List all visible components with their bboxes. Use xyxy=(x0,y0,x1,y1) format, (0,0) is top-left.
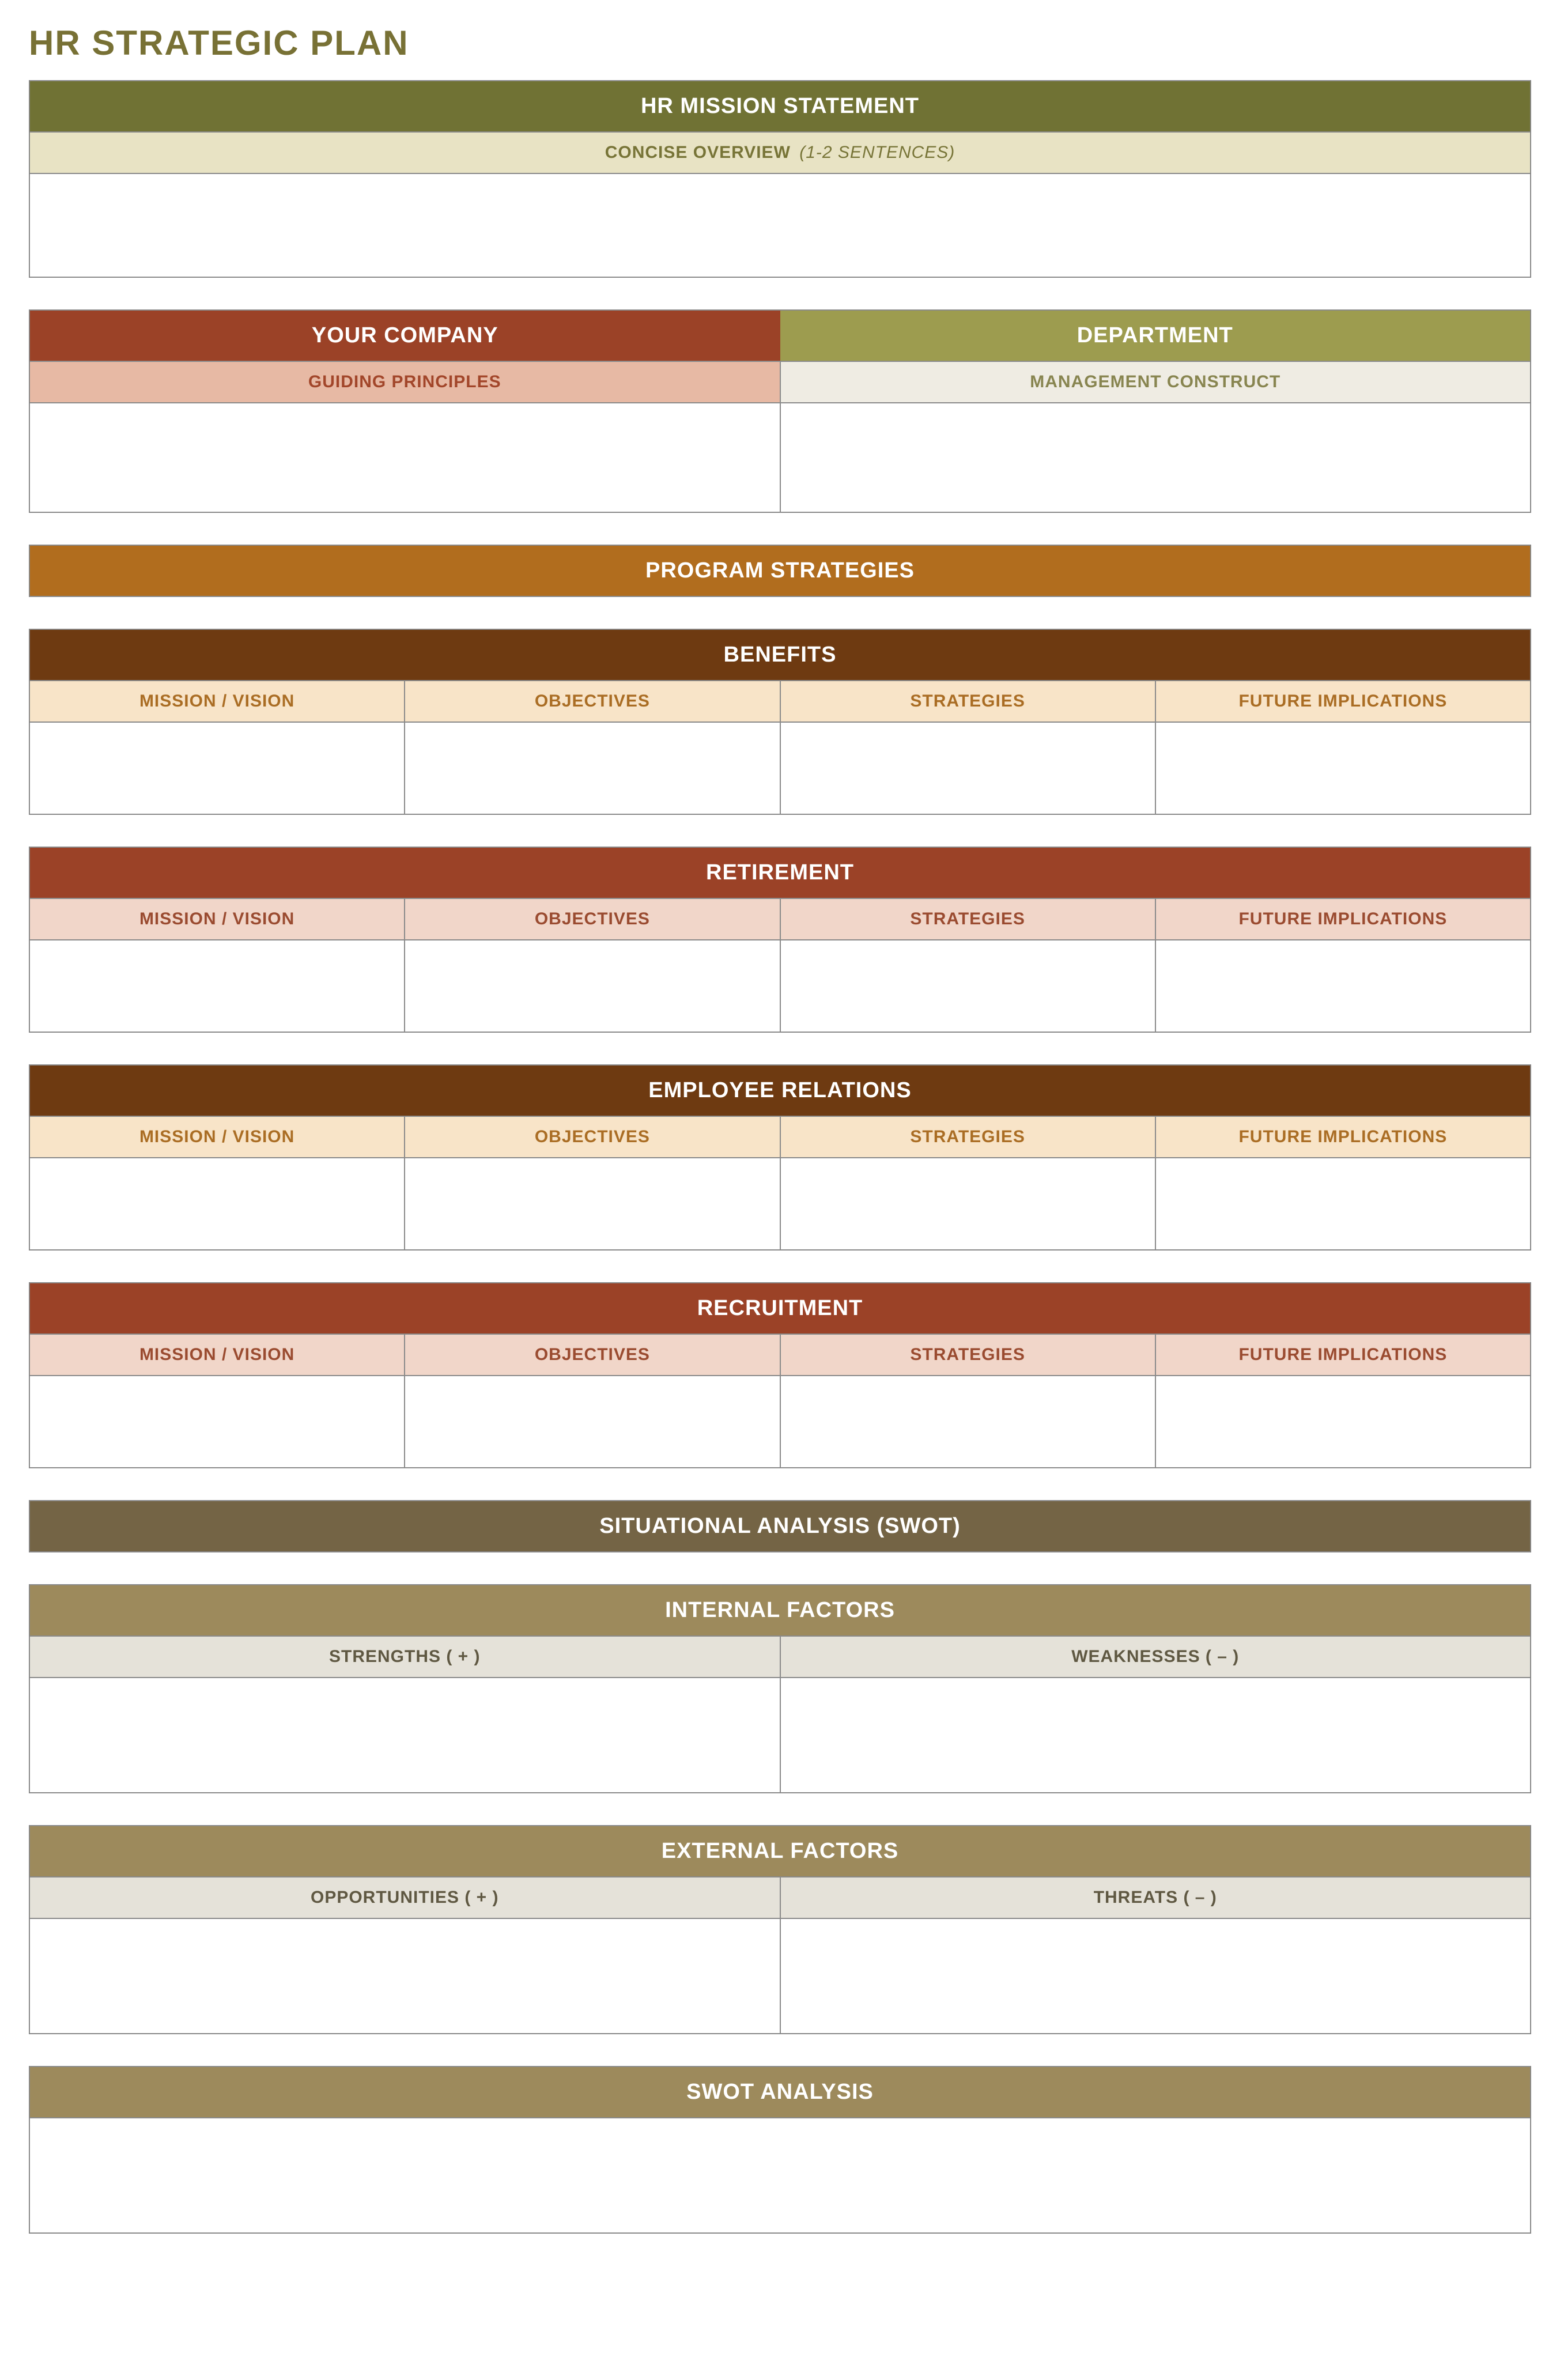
swot-analysis-content[interactable] xyxy=(29,2118,1531,2234)
weaknesses-header: WEAKNESSES ( – ) xyxy=(780,1637,1531,1677)
program-column-header: STRATEGIES xyxy=(780,1117,1155,1157)
swot-header: SITUATIONAL ANALYSIS (SWOT) xyxy=(29,1500,1531,1552)
program-column-header: OBJECTIVES xyxy=(404,899,779,939)
management-construct-content[interactable] xyxy=(780,403,1531,512)
program-cell[interactable] xyxy=(30,940,404,1032)
program-column-header: FUTURE IMPLICATIONS xyxy=(1155,1335,1530,1375)
program-cell[interactable] xyxy=(1155,723,1530,814)
program-column-header: FUTURE IMPLICATIONS xyxy=(1155,1117,1530,1157)
program-cell[interactable] xyxy=(30,1376,404,1467)
mission-sub-hint: (1-2 SENTENCES) xyxy=(799,143,955,162)
program-column-header: STRATEGIES xyxy=(780,899,1155,939)
program-group-header: RECRUITMENT xyxy=(29,1282,1531,1335)
program-column-header: MISSION / VISION xyxy=(30,681,404,721)
internal-factors-section: INTERNAL FACTORS STRENGTHS ( + ) WEAKNES… xyxy=(29,1584,1531,1793)
external-factors-header: EXTERNAL FACTORS xyxy=(29,1825,1531,1877)
opportunities-header: OPPORTUNITIES ( + ) xyxy=(30,1877,780,1918)
program-column-header: FUTURE IMPLICATIONS xyxy=(1155,899,1530,939)
program-column-header: FUTURE IMPLICATIONS xyxy=(1155,681,1530,721)
weaknesses-content[interactable] xyxy=(780,1678,1531,1792)
program-group-header: BENEFITS xyxy=(29,629,1531,681)
program-group-header: EMPLOYEE RELATIONS xyxy=(29,1064,1531,1117)
management-construct-header: MANAGEMENT CONSTRUCT xyxy=(780,362,1531,402)
program-cell[interactable] xyxy=(1155,1376,1530,1467)
program-column-header: OBJECTIVES xyxy=(404,1335,779,1375)
mission-sub-label: CONCISE OVERVIEW xyxy=(605,143,791,162)
program-cell[interactable] xyxy=(404,1376,779,1467)
program-cell[interactable] xyxy=(404,723,779,814)
program-cell[interactable] xyxy=(1155,940,1530,1032)
external-factors-section: EXTERNAL FACTORS OPPORTUNITIES ( + ) THR… xyxy=(29,1825,1531,2034)
program-group-retirement: RETIREMENTMISSION / VISIONOBJECTIVESSTRA… xyxy=(29,847,1531,1033)
program-group-benefits: BENEFITSMISSION / VISIONOBJECTIVESSTRATE… xyxy=(29,629,1531,815)
program-header: PROGRAM STRATEGIES xyxy=(29,545,1531,597)
swot-analysis-header: SWOT ANALYSIS xyxy=(29,2066,1531,2118)
program-column-header: STRATEGIES xyxy=(780,1335,1155,1375)
threats-header: THREATS ( – ) xyxy=(780,1877,1531,1918)
program-cell[interactable] xyxy=(30,1158,404,1249)
company-section: YOUR COMPANY DEPARTMENT GUIDING PRINCIPL… xyxy=(29,309,1531,513)
program-cell[interactable] xyxy=(404,1158,779,1249)
program-column-header: MISSION / VISION xyxy=(30,899,404,939)
mission-content[interactable] xyxy=(29,174,1531,278)
guiding-principles-content[interactable] xyxy=(30,403,780,512)
department-header: DEPARTMENT xyxy=(780,311,1531,361)
program-group-recruitment: RECRUITMENTMISSION / VISIONOBJECTIVESSTR… xyxy=(29,1282,1531,1468)
strengths-content[interactable] xyxy=(30,1678,780,1792)
strengths-header: STRENGTHS ( + ) xyxy=(30,1637,780,1677)
opportunities-content[interactable] xyxy=(30,1919,780,2033)
program-cell[interactable] xyxy=(780,1158,1155,1249)
program-column-header: OBJECTIVES xyxy=(404,681,779,721)
program-column-header: MISSION / VISION xyxy=(30,1335,404,1375)
program-column-header: STRATEGIES xyxy=(780,681,1155,721)
program-cell[interactable] xyxy=(404,940,779,1032)
program-group-header: RETIREMENT xyxy=(29,847,1531,899)
internal-factors-header: INTERNAL FACTORS xyxy=(29,1584,1531,1637)
page-title: HR STRATEGIC PLAN xyxy=(29,23,1531,63)
company-header: YOUR COMPANY xyxy=(30,311,780,361)
program-section: PROGRAM STRATEGIES xyxy=(29,545,1531,597)
guiding-principles-header: GUIDING PRINCIPLES xyxy=(30,362,780,402)
mission-header: HR MISSION STATEMENT xyxy=(29,80,1531,133)
mission-subheader: CONCISE OVERVIEW (1-2 SENTENCES) xyxy=(29,133,1531,174)
program-cell[interactable] xyxy=(30,723,404,814)
swot-analysis-section: SWOT ANALYSIS xyxy=(29,2066,1531,2234)
mission-section: HR MISSION STATEMENT CONCISE OVERVIEW (1… xyxy=(29,80,1531,278)
program-column-header: MISSION / VISION xyxy=(30,1117,404,1157)
program-cell[interactable] xyxy=(780,723,1155,814)
threats-content[interactable] xyxy=(780,1919,1531,2033)
program-group-employee-relations: EMPLOYEE RELATIONSMISSION / VISIONOBJECT… xyxy=(29,1064,1531,1251)
swot-section: SITUATIONAL ANALYSIS (SWOT) xyxy=(29,1500,1531,1552)
program-cell[interactable] xyxy=(1155,1158,1530,1249)
program-cell[interactable] xyxy=(780,1376,1155,1467)
program-column-header: OBJECTIVES xyxy=(404,1117,779,1157)
program-cell[interactable] xyxy=(780,940,1155,1032)
